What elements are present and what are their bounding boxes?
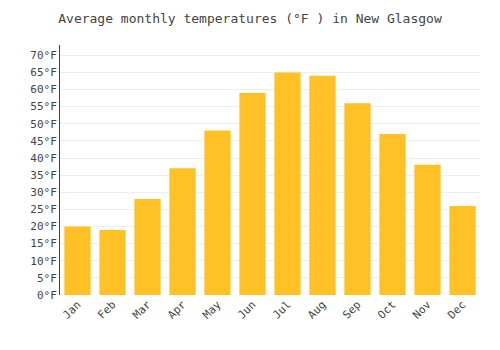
svg-text:55°F: 55°F [30, 100, 57, 113]
svg-text:35°F: 35°F [30, 169, 57, 182]
svg-text:70°F: 70°F [30, 49, 57, 62]
svg-text:Feb: Feb [95, 298, 118, 321]
svg-text:Aug: Aug [305, 298, 328, 321]
svg-text:May: May [200, 298, 224, 322]
svg-text:20°F: 20°F [30, 220, 57, 233]
svg-text:Jun: Jun [235, 298, 258, 321]
svg-text:Sep: Sep [340, 298, 363, 321]
svg-text:Dec: Dec [445, 298, 468, 321]
svg-text:40°F: 40°F [30, 152, 57, 165]
svg-text:Mar: Mar [130, 298, 154, 322]
svg-text:Average monthly temperatures (: Average monthly temperatures (°F ) in Ne… [58, 11, 442, 26]
svg-text:65°F: 65°F [30, 66, 57, 79]
svg-text:60°F: 60°F [30, 83, 57, 96]
svg-text:Apr: Apr [165, 298, 189, 322]
svg-text:5°F: 5°F [37, 272, 57, 285]
svg-text:Jan: Jan [60, 298, 83, 321]
svg-text:Oct: Oct [375, 298, 398, 321]
svg-text:30°F: 30°F [30, 186, 57, 199]
svg-text:15°F: 15°F [30, 237, 57, 250]
svg-text:Jul: Jul [270, 298, 293, 321]
svg-text:45°F: 45°F [30, 135, 57, 148]
svg-text:25°F: 25°F [30, 203, 57, 216]
svg-text:Nov: Nov [410, 298, 434, 322]
svg-text:10°F: 10°F [30, 255, 57, 268]
svg-text:0°F: 0°F [37, 289, 57, 302]
svg-text:50°F: 50°F [30, 118, 57, 131]
